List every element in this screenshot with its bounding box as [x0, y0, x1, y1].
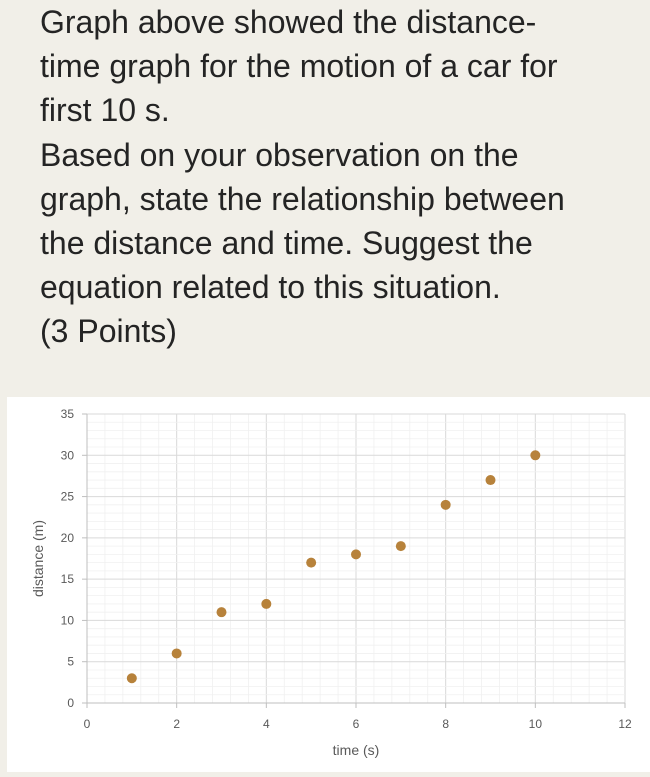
- chart-axes: [82, 413, 626, 708]
- x-axis-tick-label: 0: [84, 717, 91, 731]
- question-text: Graph above showed the distance- time gr…: [40, 0, 640, 354]
- distance-time-chart: 0 2 4 6 8 10 12 0 5 10 15 20 25 30 35 time (s) distanc…: [7, 397, 650, 772]
- y-axis-tick-label: 10: [61, 613, 75, 627]
- scatter-point: [126, 673, 137, 684]
- y-axis-tick-label: 25: [61, 490, 75, 504]
- question-points: (3 Points): [40, 313, 177, 350]
- y-axis-tick-label: 0: [67, 696, 74, 710]
- x-axis-tick-label: 8: [442, 717, 449, 731]
- x-axis-tick-label: 10: [529, 717, 543, 731]
- scatter-chart-svg: 0 2 4 6 8 10 12 0 5 10 15 20 25 30 35 time (s) distanc…: [30, 407, 632, 758]
- y-axis-tick-label: 35: [61, 407, 75, 421]
- scatter-point: [216, 607, 227, 618]
- scatter-point: [485, 475, 496, 486]
- question-line: the distance and time. Suggest the: [40, 225, 533, 262]
- scatter-point: [440, 499, 451, 510]
- question-line: equation related to this situation.: [40, 269, 501, 306]
- y-axis-tick-label: 5: [67, 655, 74, 669]
- x-axis-tick-label: 4: [263, 717, 270, 731]
- question-line: graph, state the relationship between: [40, 180, 565, 217]
- scatter-point: [261, 598, 272, 609]
- scatter-point: [306, 557, 317, 568]
- y-axis-tick-label: 30: [61, 448, 75, 462]
- question-line: time graph for the motion of a car for: [40, 48, 558, 85]
- x-axis-tick-label: 12: [618, 717, 632, 731]
- y-axis-title: distance (m): [30, 520, 46, 597]
- chart-tick-labels: 0 2 4 6 8 10 12 0 5 10 15 20 25 30 35: [61, 407, 632, 731]
- question-line: Graph above showed the distance-: [40, 4, 537, 40]
- y-axis-tick-label: 15: [61, 572, 75, 586]
- x-axis-tick-label: 2: [173, 717, 180, 731]
- chart-grid: [86, 413, 626, 704]
- scatter-point: [530, 450, 541, 461]
- y-axis-tick-label: 20: [61, 531, 75, 545]
- scatter-point: [395, 541, 406, 552]
- question-line: Based on your observation on the: [40, 136, 519, 173]
- x-axis-title: time (s): [333, 742, 380, 758]
- scatter-point: [351, 549, 361, 560]
- question-line: first 10 s.: [40, 92, 170, 129]
- chart-data-points: [126, 450, 541, 684]
- x-axis-tick-label: 6: [353, 717, 360, 731]
- scatter-point: [171, 648, 182, 659]
